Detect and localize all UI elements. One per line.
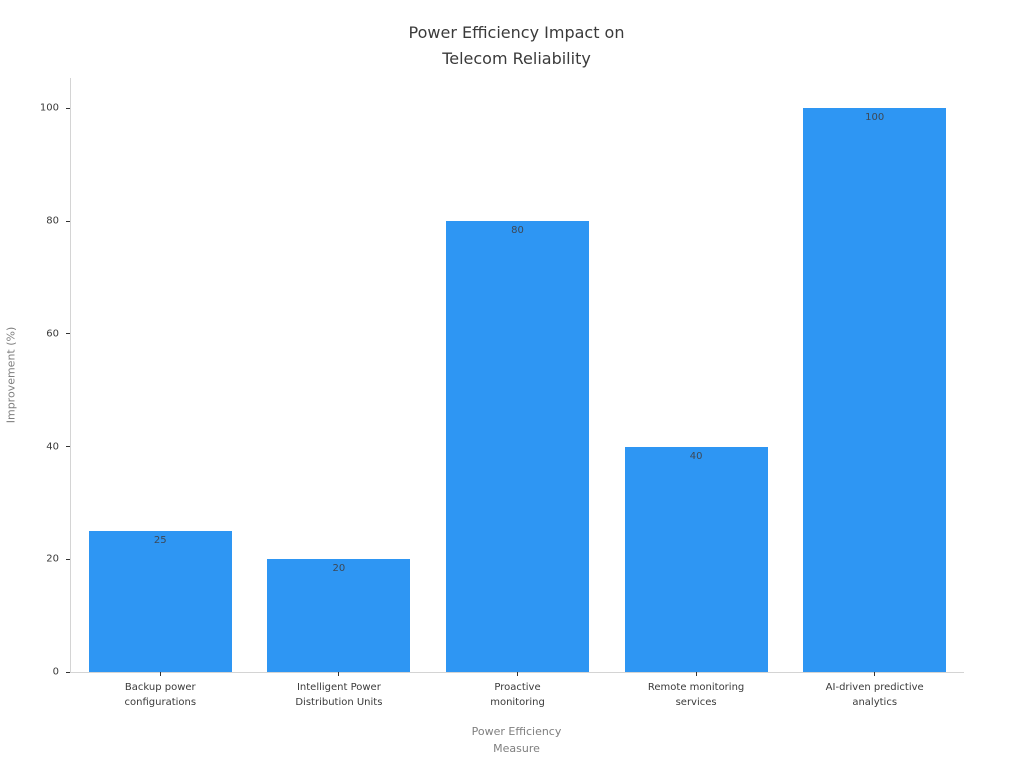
y-tick-label: 80 (46, 215, 59, 227)
y-axis-title: Improvement (%) (4, 326, 18, 424)
y-tick-mark (66, 333, 70, 335)
bar (803, 108, 947, 672)
x-tick-mark (874, 672, 876, 676)
y-tick-mark (66, 446, 70, 448)
y-tick-label: 40 (46, 441, 59, 453)
y-tick-mark (66, 558, 70, 560)
y-tick-mark (66, 220, 70, 222)
bar (267, 559, 411, 672)
x-tick-mark (517, 672, 518, 676)
bar (446, 221, 589, 672)
y-tick-label: 20 (46, 553, 59, 565)
bar-value-label: 20 (332, 563, 346, 575)
x-tick-mark (695, 672, 697, 676)
bar (88, 531, 232, 672)
bar-value-label: 100 (865, 112, 885, 124)
y-tick-mark (66, 671, 70, 673)
bar-value-label: 80 (511, 225, 524, 237)
bar (624, 446, 768, 672)
x-tick-label: Remote monitoring services (647, 682, 745, 708)
x-tick-label: Proactive monitoring (490, 682, 545, 708)
bar-value-label: 25 (153, 535, 167, 547)
y-tick-mark (66, 107, 70, 109)
x-tick-label: Intelligent Power Distribution Units (295, 682, 383, 708)
x-tick-mark (338, 672, 340, 676)
x-axis-title: Power Efficiency Measure (471, 725, 562, 755)
chart-title: Power Efficiency Impact on Telecom Relia… (408, 23, 625, 68)
plot-area: 0 20 40 60 80 100 25 Backup power configuration… (40, 78, 964, 708)
y-tick-label: 0 (52, 666, 59, 678)
y-tick-label: 60 (46, 328, 59, 340)
x-tick-label: Backup power configurations (124, 682, 197, 708)
x-tick-mark (159, 672, 161, 676)
y-tick-label: 100 (39, 102, 59, 114)
bar-value-label: 40 (689, 450, 703, 462)
x-tick-label: AI-driven predictive analytics (825, 682, 924, 708)
